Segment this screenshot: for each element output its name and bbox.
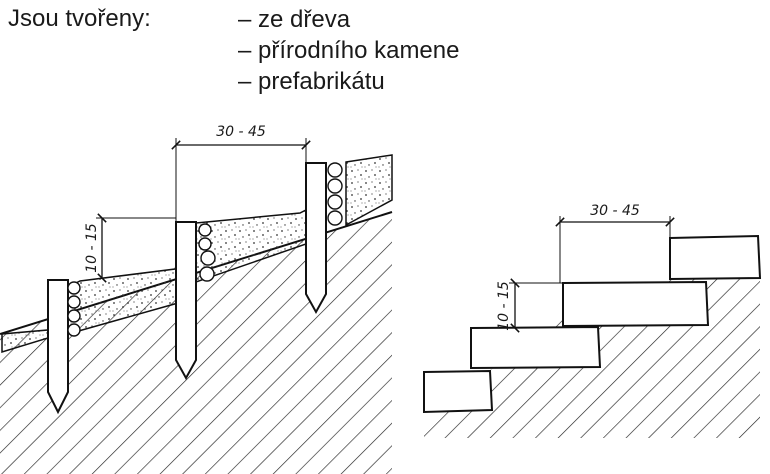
left-riser-dim-label: 10 - 15 xyxy=(84,223,100,273)
right-slab-3 xyxy=(562,280,710,328)
left-fill-step-4 xyxy=(345,154,393,227)
material-list: – ze dřeva – přírodního kamene – prefabr… xyxy=(238,4,459,97)
left-log-column-2 xyxy=(198,223,216,282)
material-item-prefab: – prefabrikátu xyxy=(238,68,385,95)
right-tread-dim-label: 30 - 45 xyxy=(590,203,640,219)
right-stair-figure: 30 - 45 10 - 15 xyxy=(423,203,762,438)
right-slab-2 xyxy=(470,325,602,370)
material-item-wood: – ze dřeva xyxy=(238,6,351,33)
left-stake-3 xyxy=(305,162,327,315)
material-item-stone: – přírodního kamene xyxy=(238,37,460,64)
right-slab-1 xyxy=(423,369,494,414)
left-log-column-3 xyxy=(327,162,343,226)
left-tread-dim-label: 30 - 45 xyxy=(216,124,266,140)
left-stake-2 xyxy=(175,221,197,381)
left-log-column-1 xyxy=(67,281,81,337)
heading-label: Jsou tvořeny: xyxy=(8,5,151,32)
right-slab-4 xyxy=(669,234,762,281)
left-stair-figure: 30 - 45 10 - 15 xyxy=(0,124,393,474)
left-stake-1 xyxy=(47,279,69,415)
right-riser-dim-label: 10 - 15 xyxy=(496,281,512,331)
